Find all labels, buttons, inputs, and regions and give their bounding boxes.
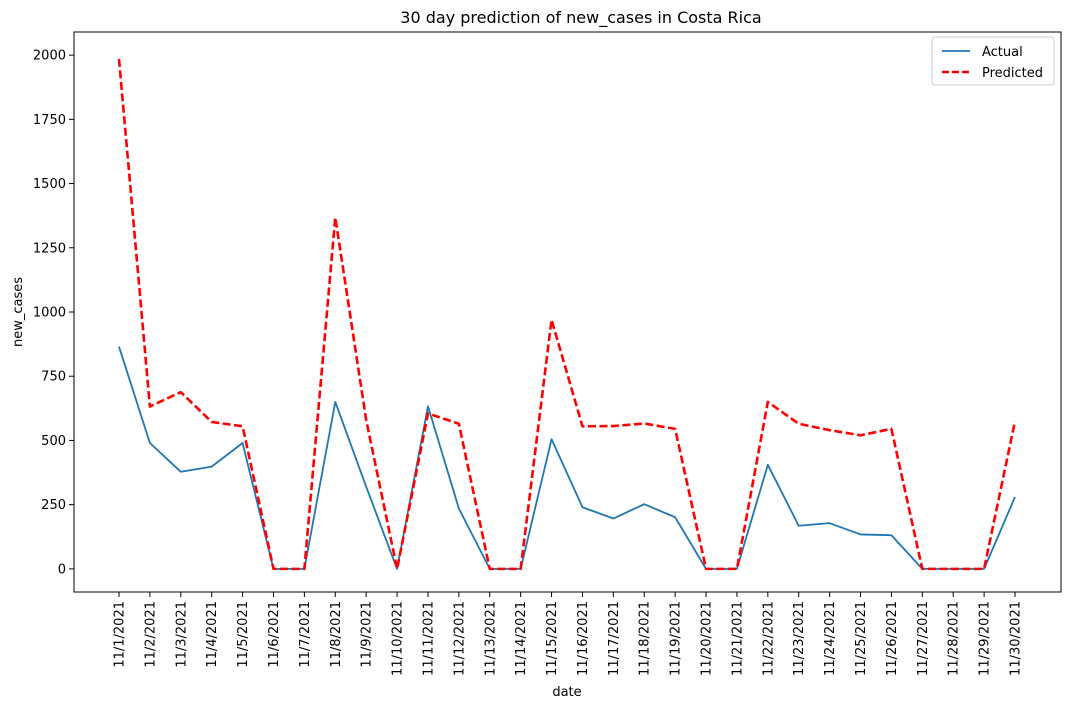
x-tick-label: 11/9/2021 [360,601,375,668]
x-tick-label: 11/26/2021 [885,601,900,676]
y-tick-label: 1000 [33,306,66,321]
x-tick-label: 11/3/2021 [174,601,189,668]
x-tick-label: 11/23/2021 [792,601,807,676]
x-tick-label: 11/25/2021 [854,601,869,676]
x-tick-label: 11/22/2021 [761,601,776,676]
x-tick-label: 11/13/2021 [483,601,498,676]
y-tick-label: 1250 [33,241,66,256]
x-tick-label: 11/15/2021 [545,601,560,676]
x-tick-label: 11/8/2021 [329,601,344,668]
x-tick-label: 11/21/2021 [730,601,745,676]
y-tick-label: 250 [41,498,66,513]
x-tick-label: 11/17/2021 [607,601,622,676]
x-tick-label: 11/18/2021 [638,601,653,676]
series-layer [117,58,1017,571]
y-tick-label: 0 [58,562,66,577]
x-axis-title: date [552,685,581,700]
x-tick-label: 11/30/2021 [1009,601,1024,676]
y-axis-title: new_cases [11,277,26,347]
x-tick-label: 11/27/2021 [916,601,931,676]
x-tick-label: 11/4/2021 [205,601,220,668]
x-tick-label: 11/1/2021 [113,601,128,668]
x-tick-label: 11/7/2021 [298,601,313,668]
legend-label-actual: Actual [982,45,1023,60]
x-tick-label: 11/11/2021 [421,601,436,676]
y-tick-label: 750 [41,370,66,385]
x-tick-label: 11/14/2021 [514,601,529,676]
x-tick-label: 11/6/2021 [267,601,282,668]
y-tick-label: 500 [41,434,66,449]
legend-label-predicted: Predicted [982,66,1043,81]
legend: Actual Predicted [931,36,1055,86]
x-tick-label: 11/24/2021 [823,601,838,676]
x-tick-label: 11/28/2021 [947,601,962,676]
y-tick-label: 2000 [33,49,66,64]
x-tick-label: 11/19/2021 [669,601,684,676]
series-line-predicted [117,58,1017,571]
x-tick-label: 11/20/2021 [700,601,715,676]
y-tick-label: 1500 [33,177,66,192]
x-tick-label: 11/16/2021 [576,601,591,676]
x-tick-label: 11/10/2021 [391,601,406,676]
x-tick-label: 11/12/2021 [452,601,467,676]
chart-title: 30 day prediction of new_cases in Costa … [400,8,761,28]
x-tick-label: 11/5/2021 [236,601,251,668]
y-tick-label: 1750 [33,113,66,128]
y-axis: 0 250 500 750 1000 1250 1500 1750 2000 [33,49,74,577]
x-axis: 11/1/2021 11/2/2021 11/3/2021 11/4/2021 11/5… [113,592,1024,676]
x-tick-label: 11/29/2021 [978,601,993,676]
x-tick-label: 11/2/2021 [143,601,158,668]
